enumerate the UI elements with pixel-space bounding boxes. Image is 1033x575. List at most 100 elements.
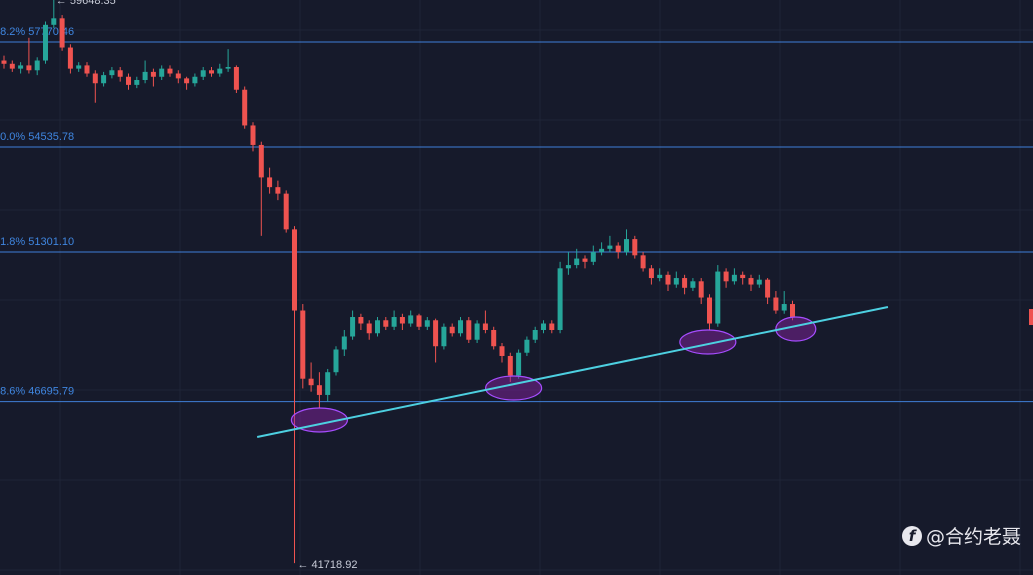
candle-body (358, 317, 364, 324)
candle-body (607, 245, 613, 249)
watermark-logo-icon: f (901, 525, 922, 546)
candle-body (416, 315, 422, 327)
candle-body (159, 68, 165, 77)
candle-body (250, 125, 256, 145)
highlight-ellipse (679, 329, 737, 355)
candle-body (458, 320, 463, 334)
candle-body (275, 187, 281, 194)
candle-body (682, 278, 688, 288)
candle-body (665, 274, 671, 285)
candle-body (192, 76, 198, 84)
candle-body (9, 63, 15, 69)
highlight-ellipse (290, 407, 348, 433)
candle-body (499, 346, 505, 356)
candle-body (424, 320, 430, 327)
candle-body (391, 317, 397, 327)
candle-body (242, 89, 248, 126)
candle-body (565, 265, 571, 269)
candle-body (524, 339, 530, 353)
candle-body (84, 65, 90, 74)
candle-body (632, 239, 638, 256)
candle-body (549, 323, 555, 331)
candle-body (209, 70, 214, 74)
candle-body (225, 67, 231, 69)
watermark-text: @合约老聂 (925, 526, 1021, 548)
candle-body (308, 378, 314, 386)
candle-body (756, 279, 762, 285)
candle-body (748, 278, 754, 285)
candle-body (723, 271, 729, 282)
candle-body (765, 279, 771, 298)
candle-body (18, 65, 24, 69)
candle-body (715, 271, 721, 324)
candle-body (1, 60, 7, 64)
candle-body (657, 274, 663, 279)
candle-body (150, 71, 156, 77)
candle-body (673, 278, 679, 285)
fib-level-label: 61.8% 51301.10 (0, 236, 74, 248)
candle-body (624, 239, 629, 253)
candle-body (516, 352, 522, 376)
candle-body (466, 320, 472, 340)
fib-level-label: 50.0% 54535.78 (0, 131, 74, 143)
candle-body (433, 320, 439, 347)
fib-level-label: 78.6% 46695.79 (0, 386, 74, 398)
candle-body (740, 274, 746, 279)
candle-body (557, 268, 563, 331)
candle-body (126, 76, 131, 85)
candle-body (258, 144, 264, 178)
candle-body (34, 60, 40, 71)
candle-body (474, 323, 480, 340)
candle-body (292, 229, 297, 311)
candle-body (217, 68, 223, 74)
current-price-marker (1029, 309, 1033, 326)
candle-body (134, 80, 140, 85)
candle-body (582, 258, 588, 262)
low-price-label: ← 41718.92 (298, 559, 358, 571)
candle-body (690, 281, 696, 288)
candle-body (325, 372, 331, 395)
candle-body (267, 177, 273, 188)
candle-body (648, 268, 654, 279)
candle-body (482, 323, 488, 331)
candle-body (698, 281, 704, 298)
candle-body (590, 252, 596, 262)
candle-body (790, 304, 795, 318)
candle-body (350, 317, 356, 337)
candle-body (574, 258, 580, 266)
candle-body (200, 70, 206, 77)
candle-body (408, 315, 414, 324)
candle-body (541, 323, 546, 331)
candle-body (441, 326, 447, 347)
candle-body (773, 297, 779, 311)
candle-body (316, 385, 322, 395)
candle-body (283, 193, 289, 230)
candle-body (491, 330, 497, 347)
fib-level-label: 38.2% 57770.46 (0, 26, 74, 38)
candle-body (51, 18, 57, 25)
candle-body (67, 47, 73, 69)
candle-body (333, 349, 339, 373)
candle-body (184, 78, 190, 84)
candle-body (101, 75, 107, 84)
candle-body (375, 320, 380, 334)
trendline (256, 306, 889, 438)
candle-body (175, 73, 181, 79)
candle-body (167, 68, 173, 74)
candle-body (640, 255, 646, 269)
watermark: f @合约老聂 (901, 522, 1021, 549)
candle-body (707, 297, 712, 324)
candle-body (781, 304, 787, 311)
candle-body (507, 355, 513, 376)
candle-body (300, 310, 306, 379)
candle-body (92, 73, 98, 84)
high-price-label: ← 59648.35 (56, 0, 116, 7)
candle-body (233, 67, 239, 90)
candle-body (615, 245, 621, 253)
candle-body (59, 18, 65, 48)
candle-body (449, 326, 455, 334)
candle-body (76, 65, 82, 69)
candle-body (399, 317, 405, 324)
